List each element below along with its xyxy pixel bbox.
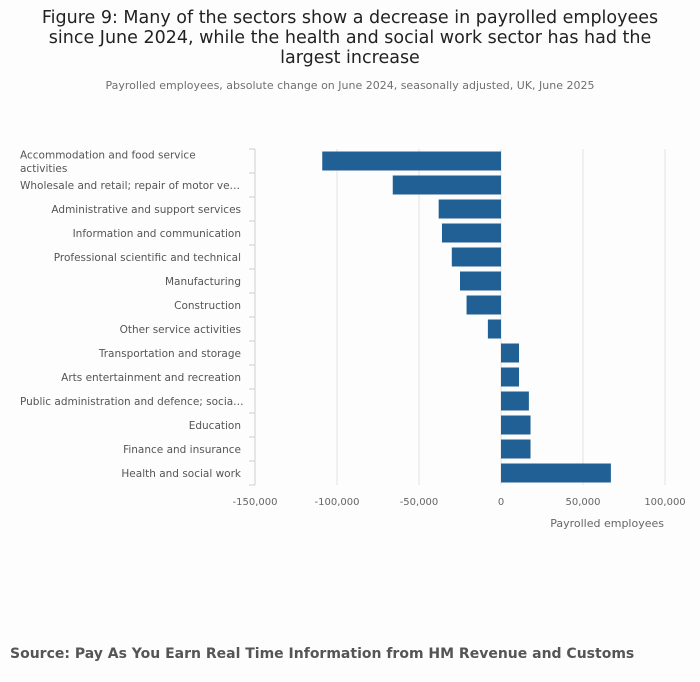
bar-chart: Accommodation and food service activities…	[20, 148, 686, 530]
category-label: Public administration and defence; socia…	[20, 396, 244, 408]
x-tick-label: -100,000	[315, 497, 360, 508]
bar	[501, 367, 520, 387]
category-label: Manufacturing	[165, 276, 241, 288]
x-axis-title: Payrolled employees	[550, 517, 664, 530]
chart-subtitle: Payrolled employees, absolute change on …	[105, 79, 595, 92]
x-tick-label: 100,000	[644, 497, 685, 508]
x-tick-label: -50,000	[400, 497, 439, 508]
category-label: Accommodation and food service activities	[20, 149, 196, 175]
bar	[441, 223, 501, 243]
bar	[501, 391, 529, 411]
bar	[392, 175, 501, 195]
bar	[501, 439, 531, 459]
x-tick-label: 0	[498, 497, 504, 508]
bar	[501, 463, 611, 483]
bar	[466, 295, 501, 315]
bar	[460, 271, 501, 291]
category-label: Construction	[174, 300, 241, 312]
category-label: Transportation and storage	[98, 348, 241, 360]
category-label: Health and social work	[121, 468, 242, 480]
bar	[487, 319, 501, 339]
category-label: Professional scientific and technical	[54, 252, 241, 264]
category-label: Education	[189, 420, 241, 432]
category-label: Wholesale and retail; repair of motor ve…	[20, 180, 240, 192]
x-tick-label: 50,000	[566, 497, 601, 508]
chart-title: Figure 9: Many of the sectors show a dec…	[41, 8, 659, 68]
bar	[501, 415, 531, 435]
category-label: Administrative and support services	[51, 204, 241, 216]
category-label: Other service activities	[120, 324, 241, 336]
bar	[451, 247, 501, 267]
category-label: Finance and insurance	[123, 444, 241, 456]
source-note: Source: Pay As You Earn Real Time Inform…	[10, 646, 635, 662]
bar	[322, 151, 501, 171]
category-label: Arts entertainment and recreation	[61, 372, 241, 384]
bar	[438, 199, 501, 219]
x-tick-label: -150,000	[233, 497, 278, 508]
category-label: Information and communication	[73, 228, 241, 240]
bar	[501, 343, 520, 363]
